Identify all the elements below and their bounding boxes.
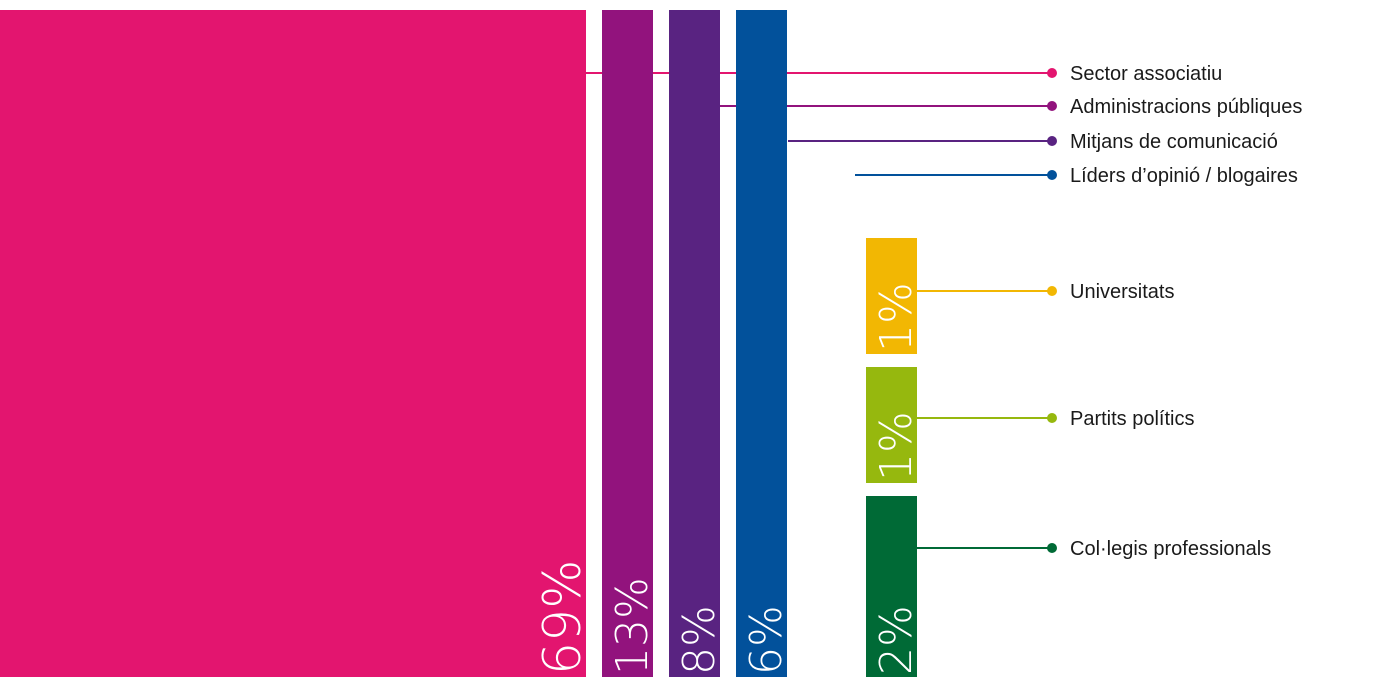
legend-label-universitats: Universitats	[1070, 281, 1174, 303]
value-label-sector-associatiu: 69%	[533, 559, 593, 675]
value-label-col-legis-professionals: 2%	[871, 605, 922, 675]
bar-col-legis-professionals	[866, 496, 917, 677]
value-label-universitats: 1%	[871, 282, 922, 352]
legend-dot-liders-d-opinio-blogaires	[1047, 170, 1057, 180]
legend-dot-universitats	[1047, 286, 1057, 296]
legend-dot-mitjans-de-comunicacio	[1047, 136, 1057, 146]
legend-label-partits-politics: Partits polítics	[1070, 408, 1194, 430]
legend-dot-col-legis-professionals	[1047, 543, 1057, 553]
bar-sector-associatiu	[0, 10, 586, 677]
legend-label-col-legis-professionals: Col·legis professionals	[1070, 538, 1271, 560]
value-label-liders-d-opinio-blogaires: 6%	[741, 605, 792, 675]
bar-mitjans-de-comunicacio	[669, 10, 720, 677]
bar-liders-d-opinio-blogaires	[736, 10, 787, 677]
legend-label-sector-associatiu: Sector associatiu	[1070, 63, 1222, 85]
value-label-administracions-publiques: 13%	[607, 577, 658, 675]
legend-dot-administracions-publiques	[1047, 101, 1057, 111]
legend-dot-sector-associatiu	[1047, 68, 1057, 78]
legend-label-administracions-publiques: Administracions públiques	[1070, 96, 1302, 118]
legend-label-mitjans-de-comunicacio: Mitjans de comunicació	[1070, 131, 1278, 153]
value-label-partits-politics: 1%	[871, 411, 922, 481]
legend-dot-partits-politics	[1047, 413, 1057, 423]
bar-universitats	[866, 238, 917, 354]
bar-administracions-publiques	[602, 10, 653, 677]
legend-label-liders-d-opinio-blogaires: Líders d’opinió / blogaires	[1070, 165, 1298, 187]
value-label-mitjans-de-comunicacio: 8%	[674, 605, 725, 675]
bar-partits-politics	[866, 367, 917, 483]
